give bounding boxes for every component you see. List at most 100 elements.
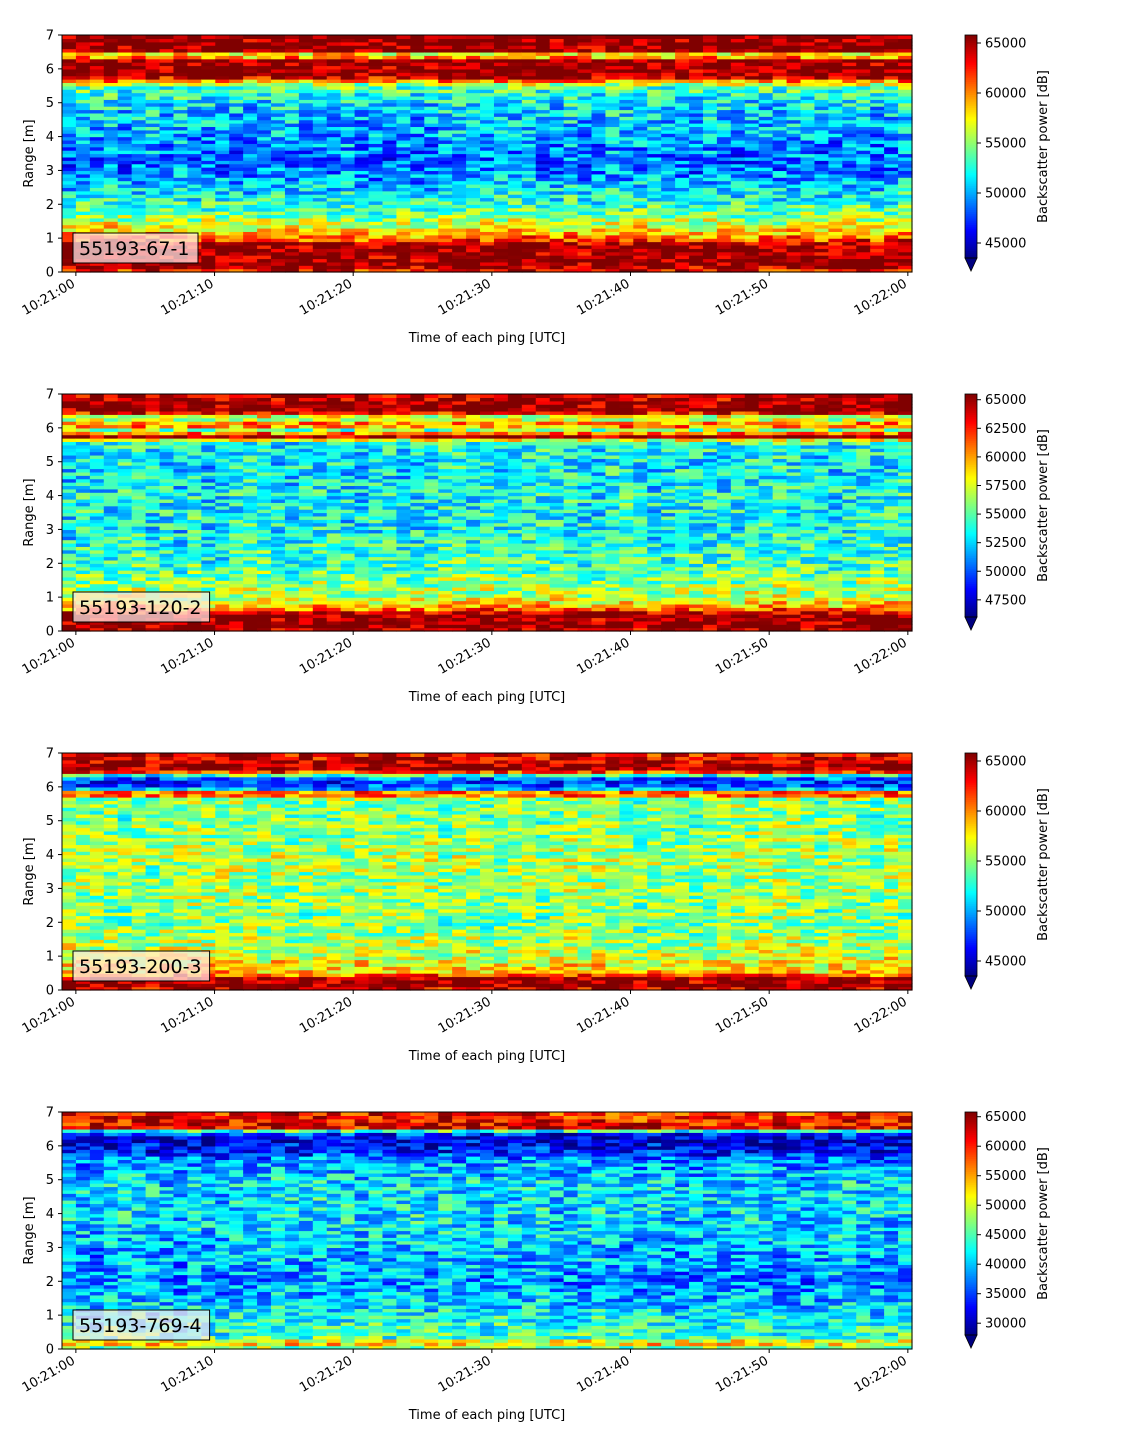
heatmap-cell (103, 624, 119, 629)
heatmap-cell (619, 187, 634, 192)
heatmap-cell (577, 139, 593, 144)
heatmap-cell (284, 75, 300, 80)
heatmap-cell (730, 109, 746, 114)
heatmap-cell (89, 515, 105, 520)
heatmap-cell (229, 160, 244, 165)
heatmap-cell (563, 72, 579, 77)
heatmap-cell (800, 204, 816, 209)
heatmap-cell (75, 549, 91, 554)
heatmap-cell (675, 82, 690, 87)
heatmap-cell (145, 167, 161, 172)
heatmap-cell (493, 95, 509, 100)
heatmap-cell (103, 410, 119, 415)
heatmap-cell (201, 234, 216, 239)
heatmap-cell (382, 95, 398, 100)
heatmap-cell (661, 167, 676, 172)
heatmap-cell (298, 99, 314, 104)
heatmap-cell (117, 542, 133, 547)
heatmap-cell (271, 156, 286, 161)
heatmap-cell (577, 183, 593, 188)
heatmap-cell (229, 126, 244, 131)
heatmap-cell (62, 451, 77, 456)
heatmap-cell (702, 38, 718, 43)
heatmap-cell (103, 268, 119, 273)
heatmap-cell (62, 217, 77, 222)
heatmap-cell (661, 109, 676, 114)
heatmap-cell (368, 251, 384, 256)
heatmap-cell (730, 251, 746, 256)
heatmap-cell (368, 204, 384, 209)
heatmap-cell (856, 180, 871, 185)
heatmap-cell (507, 58, 523, 63)
heatmap-cell (75, 55, 91, 60)
heatmap-cell (884, 241, 899, 246)
heatmap-cell (563, 75, 579, 80)
heatmap-cell (633, 139, 648, 144)
heatmap-cell (298, 102, 314, 107)
heatmap-cell (633, 258, 648, 263)
heatmap-cell (744, 207, 760, 212)
heatmap-cell (800, 136, 816, 141)
heatmap-cell (507, 48, 523, 53)
heatmap-cell (828, 129, 843, 134)
heatmap-cell (772, 129, 788, 134)
heatmap-cell (521, 62, 537, 67)
heatmap-cell (438, 139, 453, 144)
heatmap-cell (271, 268, 286, 273)
heatmap-cell (312, 163, 328, 168)
heatmap-cell (131, 448, 147, 453)
heatmap-cell (396, 231, 411, 236)
heatmap-cell (619, 89, 634, 94)
heatmap-cell (89, 431, 105, 436)
heatmap-cell (730, 129, 746, 134)
heatmap-cell (340, 89, 356, 94)
heatmap-cell (159, 468, 175, 473)
heatmap-cell (75, 424, 91, 429)
heatmap-cell (340, 265, 356, 270)
heatmap-cell (215, 261, 230, 266)
heatmap-cell (438, 123, 453, 128)
heatmap-cell (535, 255, 551, 260)
heatmap-cell (786, 194, 802, 199)
heatmap-cell (661, 268, 676, 273)
heatmap-cell (89, 200, 105, 205)
heatmap-cell (535, 153, 551, 158)
heatmap-cell (284, 35, 300, 39)
y-tick-label: 6 (46, 62, 54, 77)
heatmap-cell (549, 156, 565, 161)
heatmap-cell (131, 156, 147, 161)
heatmap-cell (605, 251, 620, 256)
heatmap-cell (633, 35, 648, 39)
heatmap-cell (898, 106, 913, 111)
heatmap-cell (577, 58, 593, 63)
heatmap-cell (507, 211, 523, 216)
heatmap-cell (577, 163, 593, 168)
heatmap-cell (480, 146, 495, 151)
heatmap-cell (702, 268, 718, 273)
heatmap-cell (549, 183, 565, 188)
heatmap-cell (452, 75, 467, 80)
heatmap-cell (229, 51, 244, 56)
heatmap-cell (368, 207, 384, 212)
heatmap-cell (75, 214, 91, 219)
heatmap-cell (577, 85, 593, 90)
heatmap-cell (103, 146, 119, 151)
heatmap-cell (159, 197, 175, 202)
heatmap-cell (271, 72, 286, 77)
heatmap-cell (870, 167, 885, 172)
heatmap-cell (884, 170, 899, 175)
heatmap-cell (312, 238, 328, 243)
heatmap-cell (856, 241, 871, 246)
heatmap-cell (521, 163, 537, 168)
heatmap-cell (493, 261, 509, 266)
heatmap-cell (131, 495, 147, 500)
heatmap-cell (563, 109, 579, 114)
heatmap-cell (716, 146, 732, 151)
colorbar-segment (965, 165, 977, 168)
heatmap-cell (563, 68, 579, 73)
heatmap-cell (535, 79, 551, 83)
heatmap-cell (89, 583, 105, 588)
heatmap-cell (507, 35, 523, 39)
heatmap-cell (842, 255, 857, 260)
heatmap-cell (62, 404, 77, 409)
